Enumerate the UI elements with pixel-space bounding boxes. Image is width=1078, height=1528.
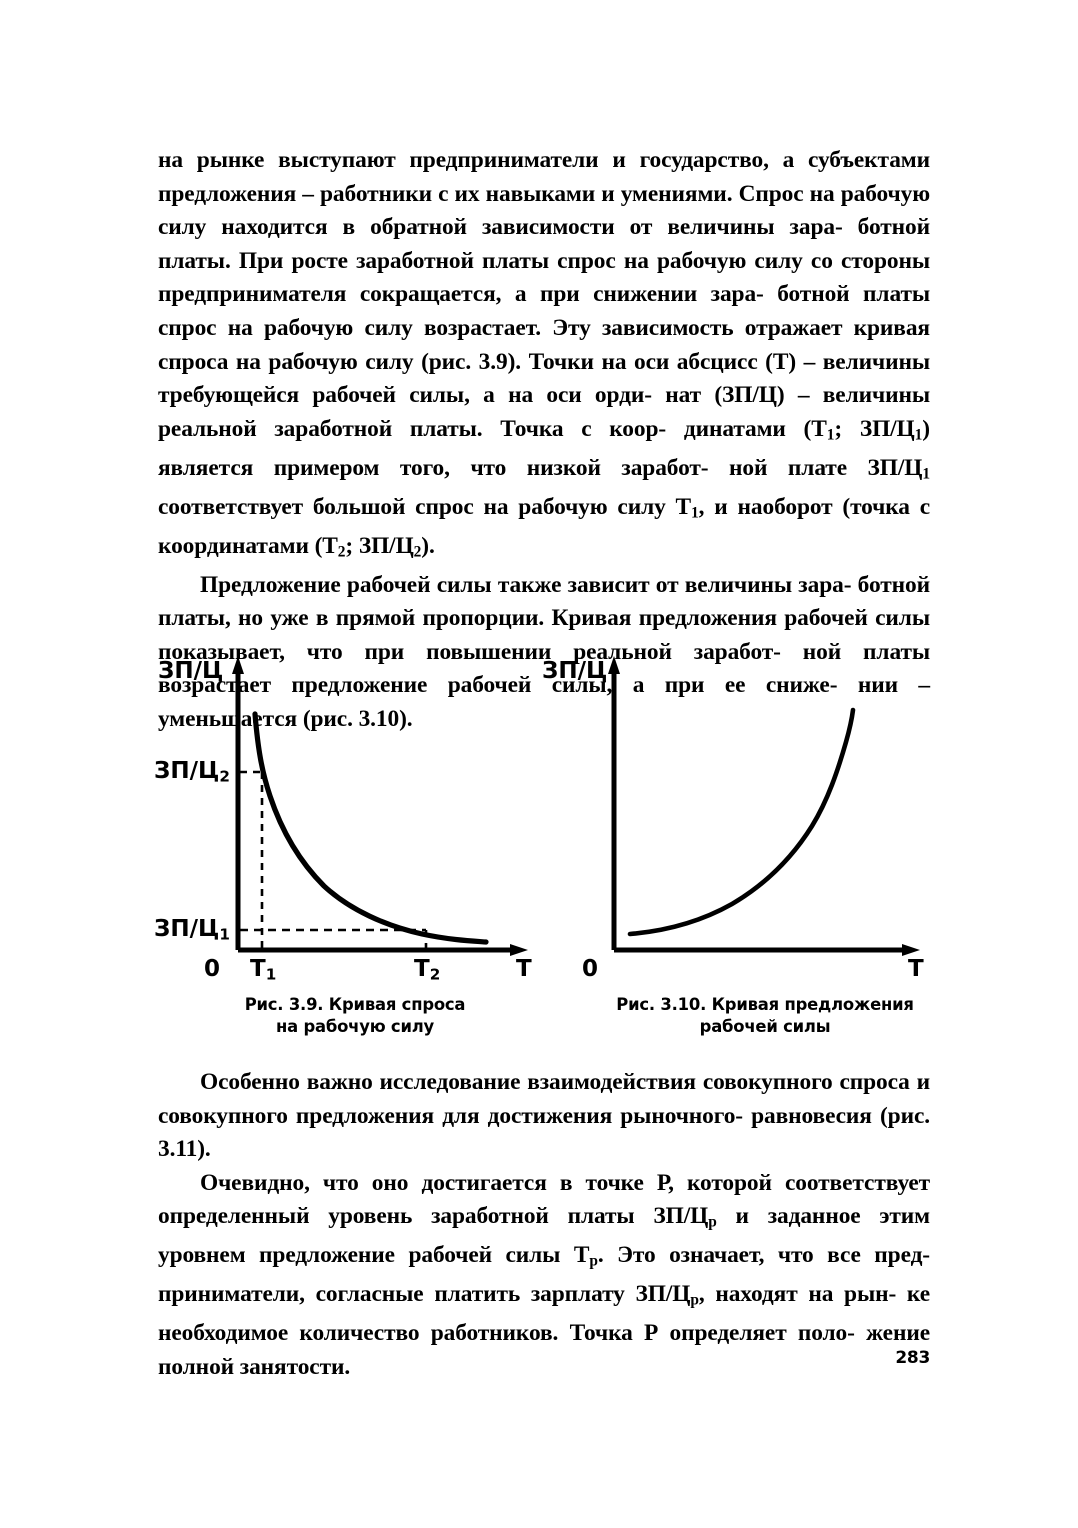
body-text-bottom: Особенно важно исследование взаимодейств…: [158, 1066, 930, 1385]
y-axis-label: ЗП/Ц: [158, 658, 224, 684]
demand-curve: [252, 711, 489, 945]
y-tick-label-1: ЗП/Ц1: [154, 916, 230, 944]
x-axis-arrow: [510, 944, 528, 956]
figure-3-9-caption-line1: Рис. 3.9. Кривая спроса: [244, 995, 466, 1014]
y-axis-arrow: [232, 656, 244, 674]
paragraph-2: Предложение рабочей силы также зависит о…: [158, 571, 930, 733]
x-tick-label-t2: Т2: [414, 956, 441, 984]
origin-label: 0: [204, 956, 221, 982]
figure-3-9: ЗП/Ц ЗП/Ц2 ЗП/Ц1 0 Т1 Т2 Т Рис. 3.9. Кри…: [150, 646, 560, 1036]
paragraph-3: Особенно важно исследование взаимодейств…: [158, 1069, 930, 1163]
paragraph-4: Очевидно, что оно достигается в точке Р,…: [158, 1169, 931, 1380]
supply-curve: [627, 707, 856, 937]
body-text-top: на рынке выступают предприниматели и гос…: [158, 144, 930, 737]
y-axis-arrow: [608, 656, 620, 674]
figure-3-10-caption-line2: рабочей силы: [699, 1017, 831, 1036]
x-axis-label: Т: [516, 956, 532, 982]
x-tick-label-t1: Т1: [250, 956, 277, 984]
y-axis-label: ЗП/Ц: [542, 658, 608, 684]
figures-row: ЗП/Ц ЗП/Ц2 ЗП/Ц1 0 Т1 Т2 Т Рис. 3.9. Кри…: [0, 646, 1078, 1056]
figure-3-10-caption: Рис. 3.10. Кривая предложения рабочей си…: [560, 994, 970, 1038]
figure-3-9-caption-line2: на рабочую силу: [275, 1017, 435, 1036]
figure-3-9-plot: [232, 656, 528, 956]
figure-3-10-caption-line1: Рис. 3.10. Кривая предложения: [616, 995, 914, 1014]
figure-3-9-caption: Рис. 3.9. Кривая спроса на рабочую силу: [150, 994, 560, 1038]
paragraph-1: на рынке выступают предприниматели и гос…: [158, 147, 930, 561]
x-axis-label: Т: [908, 956, 924, 982]
figure-3-10-plot: [608, 656, 920, 956]
page-number: 283: [895, 1348, 930, 1368]
figure-3-10: ЗП/Ц 0 Т Рис. 3.10. Кривая предложения р…: [542, 646, 970, 1036]
x-axis-arrow: [902, 944, 920, 956]
origin-label: 0: [582, 956, 599, 982]
y-tick-label-2: ЗП/Ц2: [154, 758, 230, 786]
